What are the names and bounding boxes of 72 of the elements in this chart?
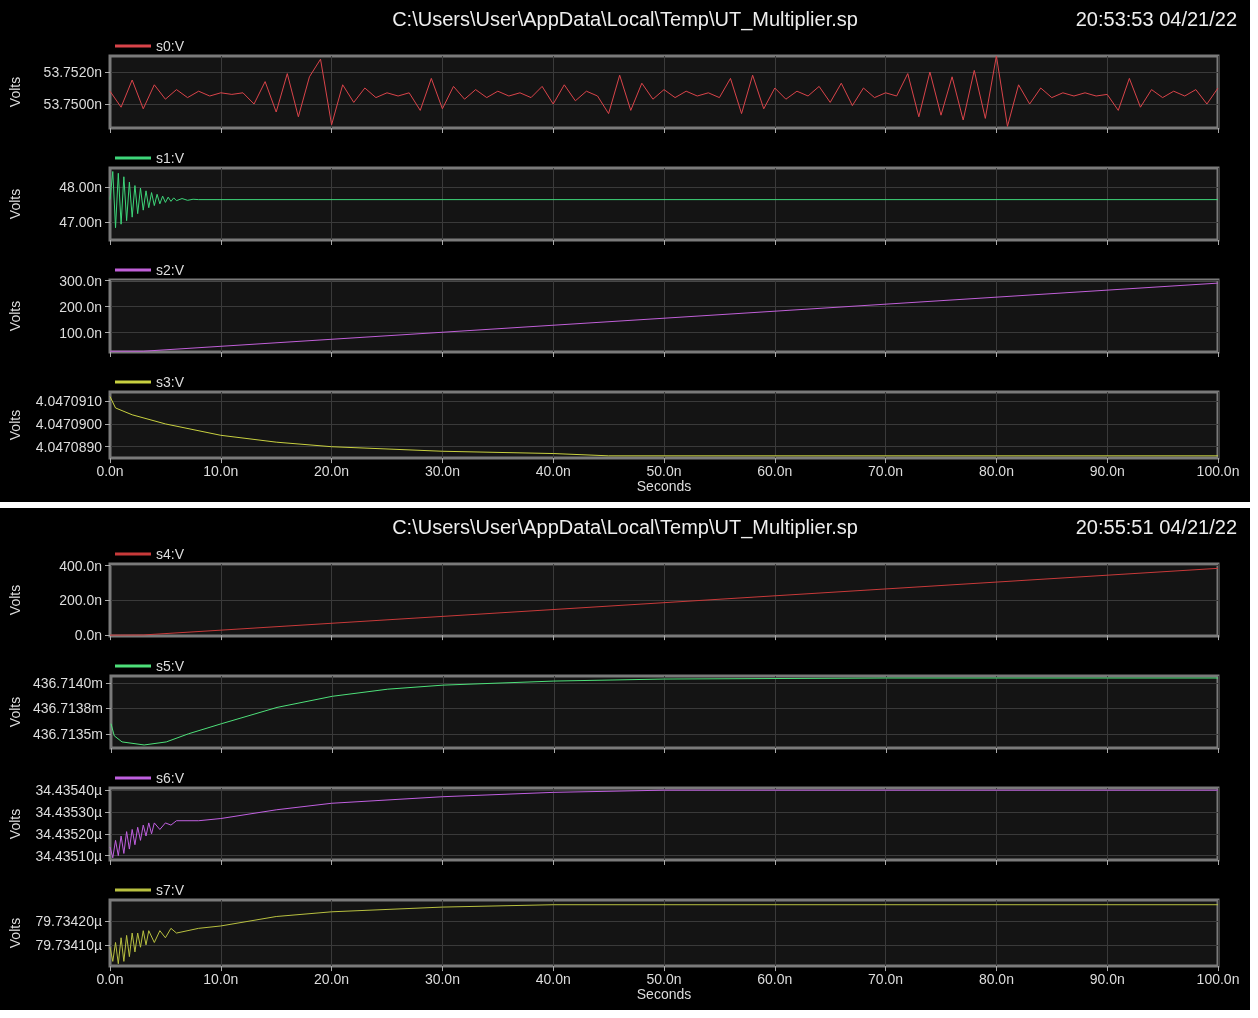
y-axis-title: Volts <box>7 808 23 840</box>
line-series <box>109 171 1219 229</box>
x-tick-label: 90.0n <box>1089 463 1125 480</box>
chart-title: C:\Users\User\AppData\Local\Temp\UT_Multiplier.sp <box>392 8 858 31</box>
legend-label: s1:V <box>156 150 185 166</box>
line-series <box>109 789 1219 859</box>
y-tick-label: 79.73410µ <box>35 936 102 953</box>
x-tick-label: 10.0n <box>203 463 239 480</box>
x-tick-label: 50.0n <box>646 971 682 988</box>
x-tick-label: 100.0n <box>1196 971 1240 988</box>
line-series <box>110 677 1219 746</box>
y-tick-label: 436.7135m <box>32 725 103 742</box>
x-tick-label: 80.0n <box>978 463 1014 480</box>
x-axis-title: Seconds <box>636 478 692 494</box>
y-tick-label: 200.0n <box>59 298 102 315</box>
x-tick-label: 30.0n <box>424 971 460 988</box>
y-tick-label: 436.7138m <box>32 700 103 717</box>
x-tick-label: 50.0n <box>646 463 682 480</box>
legend-label: s6:V <box>156 770 185 786</box>
y-tick-label: 4.0470910 <box>35 393 103 410</box>
line-series <box>109 396 1219 457</box>
y-tick-label: 0.0n <box>74 627 102 644</box>
x-tick-label: 30.0n <box>424 463 460 480</box>
y-axis-title: Volts <box>7 584 23 616</box>
line-series <box>109 55 1219 127</box>
y-tick-label: 48.00n <box>59 179 102 196</box>
legend-label: s0:V <box>156 38 185 54</box>
x-axis-title: Seconds <box>636 986 692 1002</box>
x-tick-label: 20.0n <box>314 463 350 480</box>
y-tick-label: 47.00n <box>59 214 102 231</box>
x-tick-label: 60.0n <box>757 463 793 480</box>
chart-subtitle: 20:53:53 04/21/22 <box>1075 8 1238 30</box>
y-tick-label: 79.73420µ <box>35 913 102 930</box>
y-tick-label: 53.7500n <box>43 96 102 112</box>
x-tick-label: 10.0n <box>203 971 239 988</box>
y-tick-label: 300.0n <box>59 272 102 289</box>
x-tick-label: 90.0n <box>1089 971 1125 988</box>
y-tick-label: 34.43510µ <box>35 847 102 864</box>
y-tick-label: 53.7520n <box>43 64 102 80</box>
x-tick-label: 80.0n <box>978 971 1014 988</box>
y-axis-title: Volts <box>7 696 23 728</box>
y-axis-title: Volts <box>7 917 23 949</box>
y-axis-title: Volts <box>7 76 23 108</box>
chart-subtitle: 20:55:51 04/21/22 <box>1075 516 1238 538</box>
x-tick-label: 40.0n <box>535 463 571 480</box>
y-tick-label: 34.43530µ <box>35 804 102 820</box>
x-tick-label: 40.0n <box>535 971 571 988</box>
x-tick-label: 70.0n <box>868 971 904 988</box>
y-tick-label: 400.0n <box>59 557 102 574</box>
legend-label: s2:V <box>156 262 185 278</box>
x-tick-label: 100.0n <box>1196 463 1240 480</box>
y-tick-label: 4.0470890 <box>35 438 103 455</box>
legend-label: s5:V <box>156 658 185 674</box>
y-tick-label: 4.0470900 <box>35 415 103 432</box>
chart-title: C:\Users\User\AppData\Local\Temp\UT_Multiplier.sp <box>392 516 858 539</box>
x-tick-label: 0.0n <box>96 971 124 988</box>
x-tick-label: 0.0n <box>96 463 124 480</box>
y-tick-label: 34.43540µ <box>35 782 102 799</box>
y-tick-label: 200.0n <box>59 592 102 609</box>
y-axis-title: Volts <box>7 300 23 332</box>
legend-label: s3:V <box>156 374 185 390</box>
legend-label: s7:V <box>156 882 185 898</box>
y-axis-title: Volts <box>7 409 23 441</box>
y-tick-label: 100.0n <box>59 324 102 341</box>
legend-label: s4:V <box>156 546 185 562</box>
x-tick-label: 70.0n <box>868 463 904 480</box>
line-series <box>109 904 1219 965</box>
x-tick-label: 20.0n <box>314 971 350 988</box>
y-tick-label: 34.43520µ <box>35 825 102 842</box>
y-tick-label: 436.7140m <box>32 675 103 692</box>
x-tick-label: 60.0n <box>757 971 793 988</box>
y-axis-title: Volts <box>7 188 23 220</box>
